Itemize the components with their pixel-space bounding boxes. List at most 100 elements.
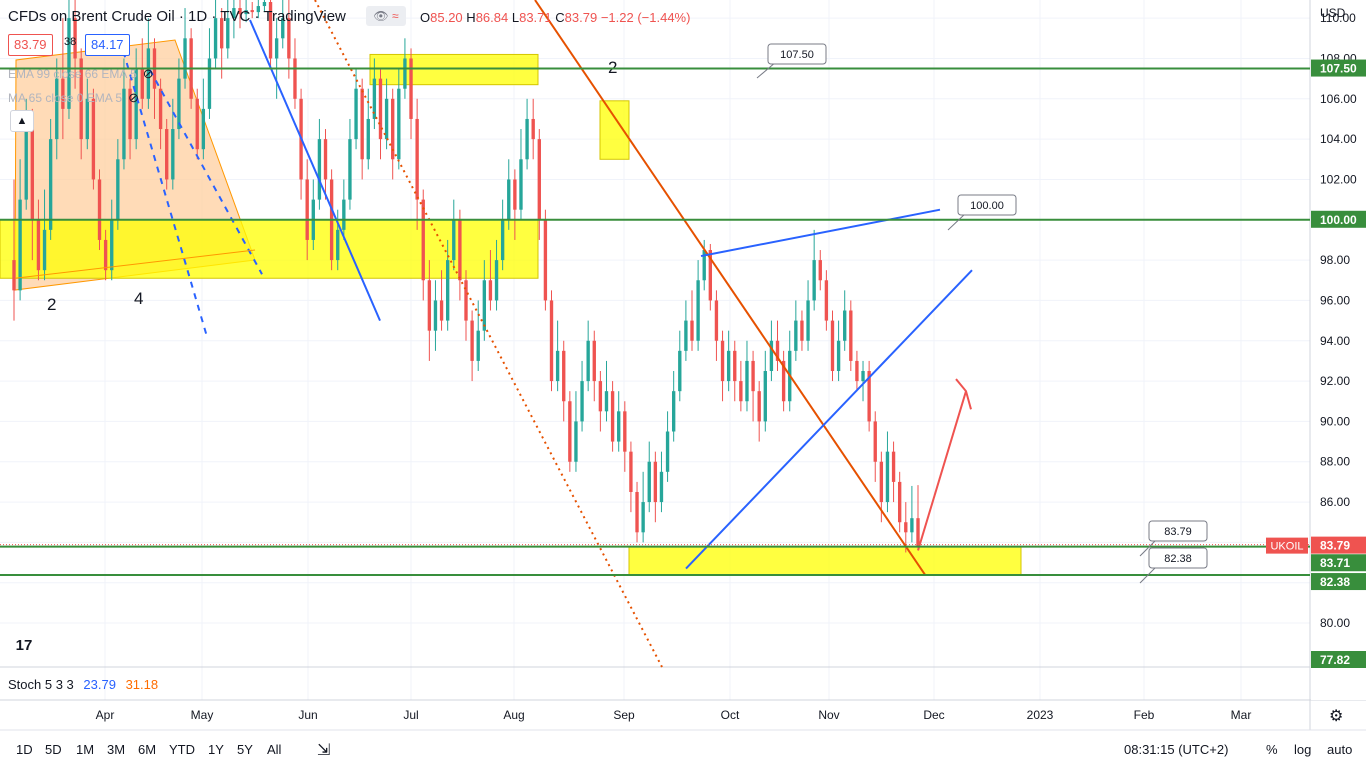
price-tick: 98.00: [1320, 253, 1350, 267]
hidden-eye-icon[interactable]: ⊘: [128, 90, 139, 105]
candle-body: [586, 340, 590, 382]
range-1y-button[interactable]: 1Y: [208, 742, 224, 757]
range-6m-button[interactable]: 6M: [138, 742, 157, 757]
candle-body: [665, 431, 670, 472]
price-tag: [1311, 554, 1366, 572]
candle-body: [855, 360, 859, 382]
candle-body: [757, 391, 761, 422]
candle-body: [525, 118, 529, 160]
wave-label: 2: [47, 295, 56, 314]
candle-body: [183, 38, 187, 79]
hidden-eye-icon[interactable]: ⊘: [142, 66, 154, 81]
price-tick: 80.00: [1320, 616, 1350, 630]
range-5y-button[interactable]: 5Y: [237, 742, 253, 757]
candle-body: [671, 391, 676, 432]
range-1d-button[interactable]: 1D: [16, 742, 33, 757]
price-tick: 110.00: [1320, 11, 1356, 25]
date-range-icon[interactable]: ⇲: [317, 742, 331, 759]
candle-body: [562, 350, 566, 402]
stoch-k-value: 23.79: [83, 677, 116, 692]
candle-body: [73, 18, 77, 59]
bid-price-box[interactable]: 83.79: [8, 34, 53, 56]
chart-title: CFDs on Brent Crude Oil · 1D · TVC · Tra…: [8, 8, 346, 25]
currency-label[interactable]: USD: [1320, 6, 1346, 20]
candle-body: [342, 199, 346, 230]
range-5d-button[interactable]: 5D: [45, 742, 62, 757]
candle-body: [910, 518, 914, 533]
candle-body: [348, 139, 352, 200]
price-tick: 86.00: [1320, 495, 1350, 509]
candle-body: [274, 38, 279, 59]
candle-body: [30, 129, 35, 220]
clock-readout[interactable]: 08:31:15 (UTC+2): [1124, 742, 1229, 757]
price-axis: 80.0082.0084.0086.0088.0090.0092.0094.00…: [1266, 0, 1366, 700]
candle-body: [110, 219, 114, 271]
stoch-d-value: 31.18: [125, 677, 159, 692]
candle-body: [702, 250, 706, 281]
range-3m-button[interactable]: 3M: [107, 742, 126, 757]
price-tag: [1311, 536, 1366, 554]
collapse-legend-button[interactable]: ▲: [10, 110, 34, 132]
time-tick: Dec: [923, 708, 944, 722]
candle-body: [635, 491, 639, 533]
trend-line: [14, 249, 256, 279]
price-tick: 88.00: [1320, 455, 1350, 469]
close-value: 83.79: [564, 10, 598, 25]
range-all-button[interactable]: All: [267, 742, 282, 757]
level-callout-text: 100.00: [970, 200, 1004, 212]
candle-body: [684, 320, 688, 351]
indicator-ma-legend[interactable]: MA 65 close 0 EMA 5 ⊘: [8, 90, 139, 106]
gear-icon[interactable]: ⚙: [1329, 708, 1344, 725]
wave-icon[interactable]: ≈: [391, 9, 399, 23]
header-icons[interactable]: 👁 ≈: [366, 6, 406, 26]
candle-body: [103, 239, 108, 271]
candle-body: [568, 401, 572, 462]
candle-body: [598, 381, 603, 412]
candle-body: [726, 350, 731, 382]
price-tick: 94.00: [1320, 334, 1350, 348]
candle-body: [745, 360, 749, 402]
trend-line: [249, 19, 381, 321]
candle-body: [128, 88, 132, 140]
range-1m-button[interactable]: 1M: [76, 742, 95, 757]
candle-body: [867, 371, 871, 422]
candle-body: [452, 219, 456, 261]
candle-body: [769, 340, 774, 372]
candle-body: [262, 2, 267, 7]
symbol-tag: [1266, 537, 1308, 554]
trend-line: [534, 0, 926, 576]
tradingview-logo[interactable]: 17: [8, 634, 40, 658]
candle-body: [85, 98, 89, 140]
price-tag: [1311, 573, 1366, 591]
high-label: H: [466, 10, 476, 25]
candle-body: [397, 88, 401, 160]
candle-body: [800, 320, 804, 341]
candle-body: [354, 88, 358, 140]
candle-body: [879, 461, 884, 503]
eye-icon[interactable]: 👁: [373, 9, 389, 23]
low-value: 83.71: [519, 10, 552, 25]
candle-body: [36, 219, 41, 271]
candle-body: [232, 8, 236, 19]
candle-body: [513, 179, 517, 210]
open-value: 85.20: [430, 10, 463, 25]
stoch-legend[interactable]: Stoch 5 3 3 23.79 31.18: [8, 677, 158, 692]
percent-scale-button[interactable]: %: [1266, 742, 1278, 757]
candle-body: [55, 78, 59, 140]
candle-body: [507, 179, 511, 220]
log-scale-button[interactable]: log: [1294, 742, 1312, 757]
projection-arrowhead: [955, 378, 972, 410]
time-tick: Jun: [298, 708, 317, 722]
ask-price-box[interactable]: 84.17: [85, 34, 130, 56]
high-value: 86.84: [475, 10, 509, 25]
candle-body: [213, 18, 218, 59]
auto-scale-button[interactable]: auto: [1327, 742, 1353, 757]
candle-body: [592, 340, 596, 382]
range-ytd-button[interactable]: YTD: [169, 742, 195, 757]
time-tick: Oct: [721, 708, 740, 722]
level-callout: [1148, 520, 1208, 542]
indicator-ema-legend[interactable]: EMA 99 close 66 EMA 5 ⊘: [8, 66, 154, 82]
